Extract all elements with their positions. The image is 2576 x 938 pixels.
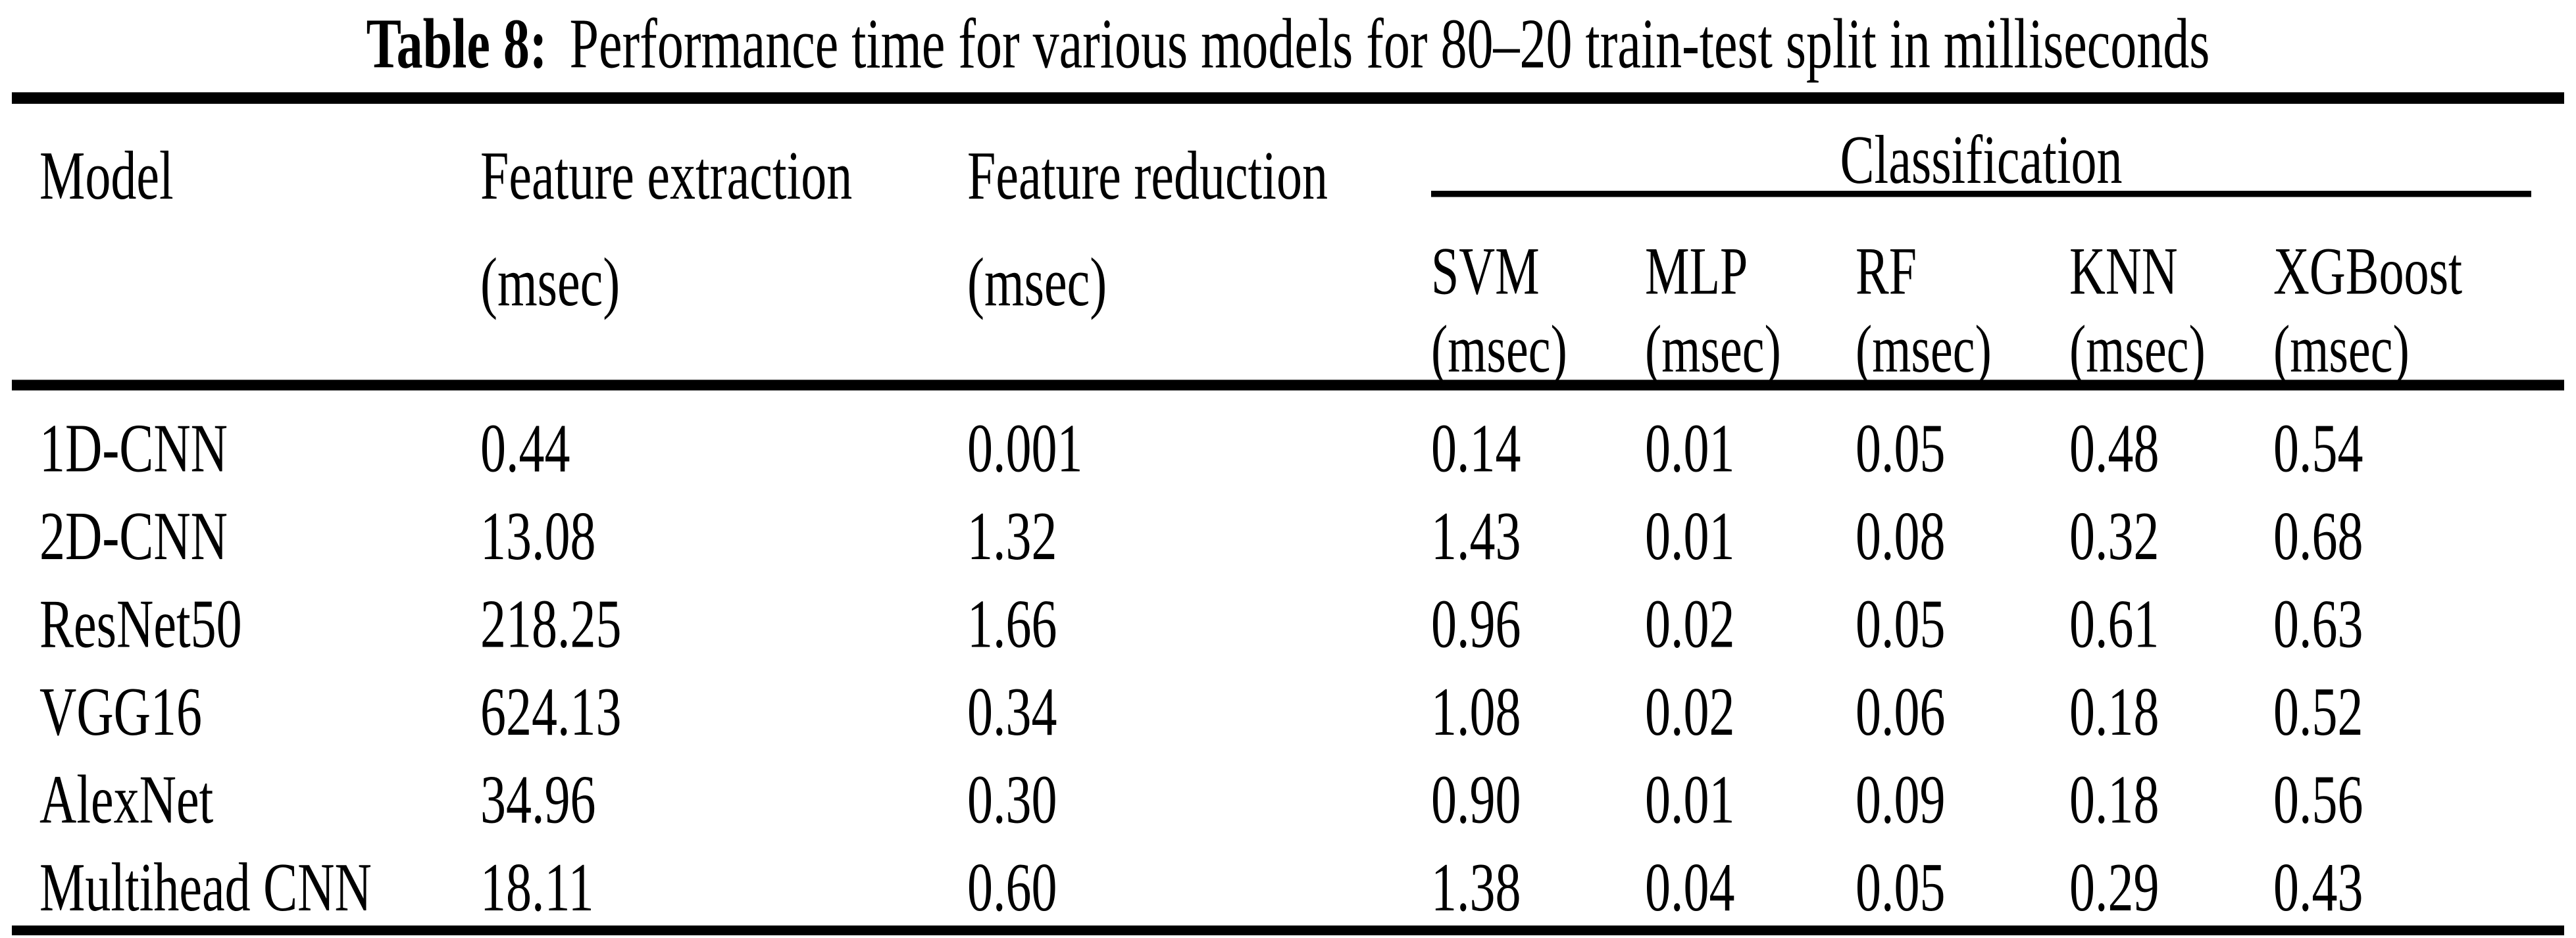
cell-xgboost: 0.43 [2273,848,2363,926]
cell-feature-extraction: 0.44 [480,408,570,487]
cell-feature-extraction: 624.13 [480,672,622,750]
cell-feature-reduction: 1.32 [967,497,1057,574]
table-header-bottom-rule [12,380,2564,391]
column-header-feature-extraction-name: Feature extraction [480,136,853,214]
cell-svm: 1.43 [1431,497,1521,574]
cell-mlp: 0.01 [1645,760,1735,838]
cell-mlp: 0.02 [1645,672,1735,750]
column-header-rf: RF (msec) [1856,232,2069,388]
column-header-feature-reduction-unit: (msec) [967,243,1107,320]
column-header-feature-reduction: Feature reduction (msec) [967,122,1328,335]
table-bottom-rule [12,926,2564,935]
column-header-mlp-unit: (msec) [1645,312,1781,387]
cell-rf: 0.05 [1856,408,1946,487]
cell-feature-extraction: 13.08 [480,497,596,574]
cell-model: 1D-CNN [39,408,228,487]
cell-model: AlexNet [39,760,214,838]
cell-xgboost: 0.54 [2273,408,2363,487]
table-row: ResNet50 218.25 1.66 0.96 0.02 0.05 0.61… [12,580,2564,668]
table-caption-text: Performance time for various models for … [569,5,2210,84]
cell-knn: 0.18 [2069,672,2159,750]
cell-rf: 0.05 [1856,848,1946,926]
column-header-knn-name: KNN [2069,234,2178,309]
column-header-model: Model [39,136,174,214]
table-caption: Table 8: Performance time for various mod… [0,2,2576,87]
cell-svm: 0.90 [1431,760,1521,838]
column-header-xgboost-unit: (msec) [2273,312,2410,387]
cell-svm: 0.14 [1431,408,1521,487]
cell-rf: 0.08 [1856,497,1946,574]
table-row: VGG16 624.13 0.34 1.08 0.02 0.06 0.18 0.… [12,667,2564,755]
cell-model: 2D-CNN [39,497,228,574]
cell-feature-reduction: 0.60 [967,848,1057,926]
cell-feature-reduction: 0.30 [967,760,1057,838]
cell-xgboost: 0.52 [2273,672,2363,750]
cell-mlp: 0.02 [1645,584,1735,662]
table-caption-label: Table 8: [366,5,547,84]
column-header-xgboost-name: XGBoost [2273,234,2463,309]
column-header-svm: SVM (msec) [1431,232,1645,388]
cell-rf: 0.06 [1856,672,1946,750]
table-top-rule [12,92,2564,104]
column-header-feature-extraction-unit: (msec) [480,243,620,320]
classification-subheader-row: SVM (msec) MLP (msec) RF (msec) KNN (mse… [1431,232,2564,388]
table-row: AlexNet 34.96 0.30 0.90 0.01 0.09 0.18 0… [12,755,2564,843]
cell-xgboost: 0.63 [2273,584,2363,662]
column-header-mlp-name: MLP [1645,234,1748,309]
cell-model: ResNet50 [39,584,242,662]
cell-xgboost: 0.68 [2273,497,2363,574]
column-header-xgboost: XGBoost (msec) [2273,232,2564,388]
cell-feature-extraction: 18.11 [480,848,594,926]
cell-mlp: 0.04 [1645,848,1735,926]
cell-knn: 0.61 [2069,584,2159,662]
cell-feature-extraction: 218.25 [480,584,622,662]
cell-svm: 1.38 [1431,848,1521,926]
cell-rf: 0.05 [1856,584,1946,662]
cell-feature-reduction: 0.001 [967,408,1083,487]
column-header-rf-name: RF [1856,234,1917,309]
cell-feature-reduction: 0.34 [967,672,1057,750]
table-row: 1D-CNN 0.44 0.001 0.14 0.01 0.05 0.48 0.… [12,404,2564,492]
column-header-knn-unit: (msec) [2069,312,2206,387]
column-header-rf-unit: (msec) [1856,312,1992,387]
cell-xgboost: 0.56 [2273,760,2363,838]
cell-rf: 0.09 [1856,760,1946,838]
column-header-mlp: MLP (msec) [1645,232,1856,388]
cell-knn: 0.32 [2069,497,2159,574]
cell-knn: 0.18 [2069,760,2159,838]
table-row: 2D-CNN 13.08 1.32 1.43 0.01 0.08 0.32 0.… [12,491,2564,580]
cell-knn: 0.29 [2069,848,2159,926]
cell-model: VGG16 [39,672,202,750]
column-header-feature-reduction-name: Feature reduction [967,136,1328,214]
column-group-header-classification: Classification [1840,120,2123,198]
column-header-knn: KNN (msec) [2069,232,2273,388]
cell-svm: 0.96 [1431,584,1521,662]
cell-feature-reduction: 1.66 [967,584,1057,662]
table-body: 1D-CNN 0.44 0.001 0.14 0.01 0.05 0.48 0.… [12,404,2564,931]
cell-mlp: 0.01 [1645,497,1735,574]
cell-knn: 0.48 [2069,408,2159,487]
classification-underline-rule [1431,191,2531,197]
cell-mlp: 0.01 [1645,408,1735,487]
table-row: Multihead CNN 18.11 0.60 1.38 0.04 0.05 … [12,843,2564,931]
cell-feature-extraction: 34.96 [480,760,596,838]
column-header-feature-extraction: Feature extraction (msec) [480,122,852,335]
column-header-svm-name: SVM [1431,234,1540,309]
column-header-svm-unit: (msec) [1431,312,1567,387]
cell-model: Multihead CNN [39,848,372,926]
cell-svm: 1.08 [1431,672,1521,750]
